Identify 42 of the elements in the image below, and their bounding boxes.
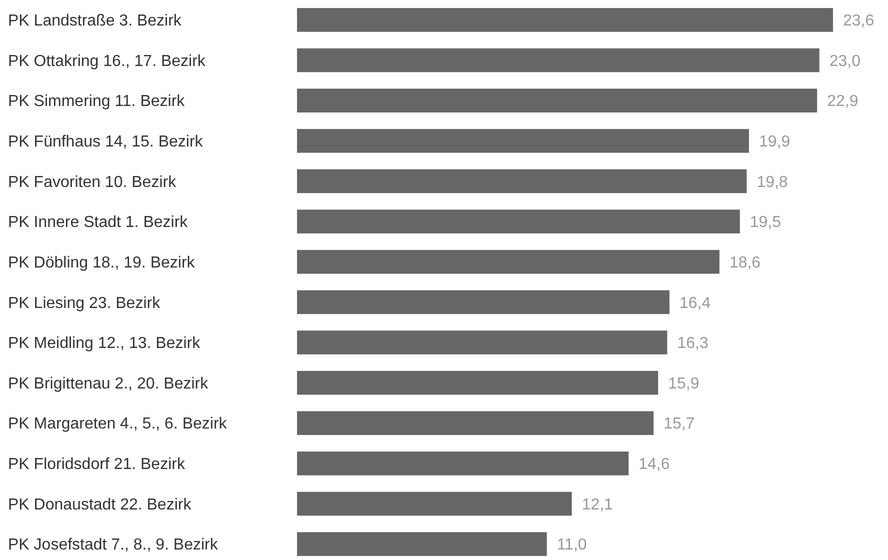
data-label: 15,9 xyxy=(668,375,700,392)
data-label: 22,9 xyxy=(827,93,858,110)
y-tick-label: PK Landstraße 3. Bezirk xyxy=(8,12,182,30)
y-tick-label: PK Favoriten 10. Bezirk xyxy=(8,174,178,191)
y-tick-label: PK Margareten 4., 5., 6. Bezirk xyxy=(8,416,228,433)
y-tick-label: PK Simmering 11. Bezirk xyxy=(8,93,186,110)
data-label: 16,4 xyxy=(679,294,711,312)
y-tick-label: PK Josefstadt 7., 8., 9. Bezirk xyxy=(8,536,219,554)
y-tick-label: PK Floridsdorf 21. Bezirk xyxy=(8,456,186,474)
y-tick-label: PK Liesing 23. Bezirk xyxy=(8,294,162,312)
data-label: 19,5 xyxy=(750,214,782,232)
bar xyxy=(297,48,820,72)
y-tick-label: PK Brigittenau 2., 20. Bezirk xyxy=(8,375,210,392)
data-label: 15,7 xyxy=(664,416,695,433)
bar xyxy=(297,88,818,112)
data-label: 19,9 xyxy=(758,133,790,150)
bar xyxy=(297,169,747,194)
y-tick-label: PK Döbling 18., 19. Bezirk xyxy=(8,254,196,272)
bar xyxy=(297,8,833,32)
data-label: 18,6 xyxy=(729,254,761,272)
bar xyxy=(297,128,749,153)
data-label: 11,0 xyxy=(556,536,587,554)
bar xyxy=(297,532,547,556)
bar xyxy=(297,452,629,476)
bar xyxy=(297,250,720,274)
data-label: 19,8 xyxy=(756,174,788,191)
bar xyxy=(297,492,572,516)
data-label: 16,3 xyxy=(677,335,708,352)
data-label: 23,6 xyxy=(843,12,874,30)
y-tick-label: PK Meidling 12., 13. Bezirk xyxy=(8,335,202,352)
y-tick-label: PK Fünfhaus 14, 15. Bezirk xyxy=(8,133,204,150)
bar xyxy=(297,290,670,314)
bar xyxy=(297,370,658,395)
bar xyxy=(297,411,654,436)
data-label: 23,0 xyxy=(829,52,861,70)
y-tick-label: PK Donaustadt 22. Bezirk xyxy=(8,496,192,514)
y-tick-label: PK Ottakring 16., 17. Bezirk xyxy=(8,52,206,70)
data-label: 12,1 xyxy=(582,496,614,514)
bar xyxy=(297,210,740,234)
y-tick-label: PK Innere Stadt 1. Bezirk xyxy=(8,214,189,232)
bar xyxy=(297,330,668,354)
data-label: 14,6 xyxy=(638,456,670,474)
